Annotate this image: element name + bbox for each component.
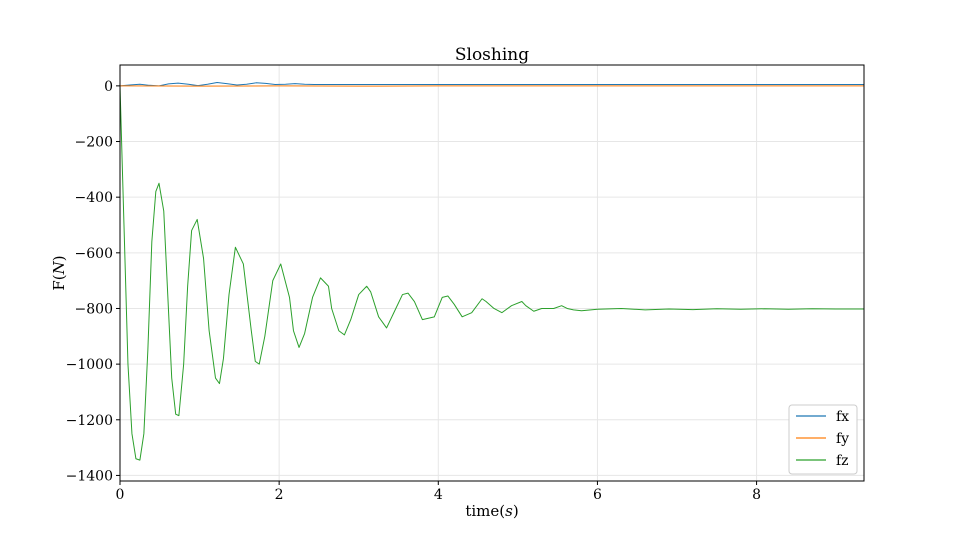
x-axis-label-prefix: time( <box>465 502 505 520</box>
x-axis-label-var: s <box>505 502 513 520</box>
plot-area-frame <box>119 64 865 482</box>
y-axis-label-var: N <box>50 260 68 275</box>
x-tick-label: 4 <box>434 487 443 503</box>
y-axis-label: F(N) <box>50 255 68 290</box>
y-tick-label: −1200 <box>66 413 113 429</box>
y-tick-label: −400 <box>75 190 113 206</box>
x-tick-label: 6 <box>593 487 602 503</box>
y-axis-label-suffix: ) <box>50 255 68 261</box>
y-tick-label: −1000 <box>66 357 113 373</box>
legend-label-fz: fz <box>836 453 849 469</box>
series-layer <box>120 82 864 461</box>
y-axis-label-prefix: F( <box>50 274 68 290</box>
legend-box <box>788 404 858 475</box>
x-axis-label: time(s) <box>465 502 518 520</box>
legend-label-fx: fx <box>836 409 849 425</box>
x-axis-label-suffix: ) <box>513 502 519 520</box>
y-tick-label: −200 <box>75 135 113 151</box>
grid-lines <box>119 65 864 481</box>
x-tick-label: 2 <box>275 487 284 503</box>
x-axis-ticks: 0 2 4 6 8 <box>116 481 761 503</box>
series-line-fz <box>120 85 864 461</box>
x-tick-label: 8 <box>752 487 761 503</box>
y-tick-label: −600 <box>75 246 113 262</box>
y-axis-ticks: 0 −200 −400 −600 −800 −1000 −1200 −1400 <box>66 79 120 484</box>
y-tick-label: 0 <box>104 79 113 95</box>
legend: fx fy fz <box>788 404 858 475</box>
x-tick-label: 0 <box>116 487 125 503</box>
chart-title: Sloshing <box>455 45 529 65</box>
y-tick-label: −800 <box>75 301 113 317</box>
y-tick-label: −1400 <box>66 468 113 484</box>
legend-label-fy: fy <box>836 431 849 447</box>
series-line-fx <box>120 82 864 87</box>
